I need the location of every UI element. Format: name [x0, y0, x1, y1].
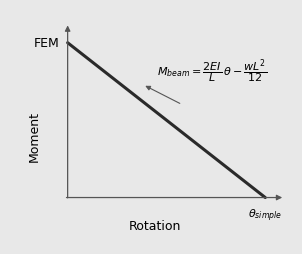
- Text: $\theta_{simple}$: $\theta_{simple}$: [248, 207, 282, 223]
- Text: Rotation: Rotation: [128, 219, 181, 232]
- Text: FEM: FEM: [34, 37, 60, 50]
- Text: $M_{beam} = \dfrac{2EI}{L}\,\theta - \dfrac{wL^2}{12}$: $M_{beam} = \dfrac{2EI}{L}\,\theta - \df…: [157, 57, 267, 85]
- Text: Moment: Moment: [27, 111, 40, 162]
